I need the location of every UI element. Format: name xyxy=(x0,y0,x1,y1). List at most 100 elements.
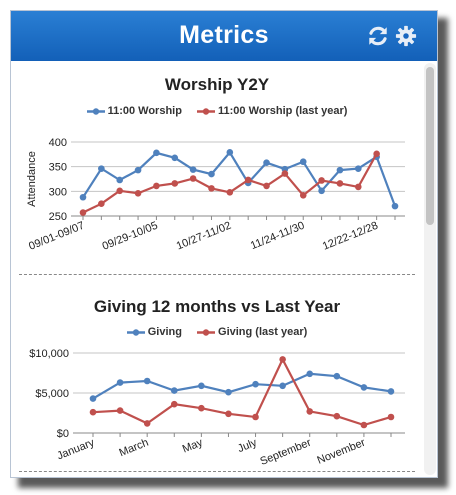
data-point xyxy=(89,395,97,402)
series-line-2 xyxy=(82,153,378,214)
data-point xyxy=(387,413,395,421)
data-point xyxy=(116,407,124,414)
data-point xyxy=(170,387,178,394)
legend-label: Giving (last year) xyxy=(218,326,308,338)
data-point xyxy=(143,377,151,385)
section-divider xyxy=(19,274,415,275)
data-point xyxy=(354,165,362,172)
data-point xyxy=(336,180,344,187)
legend-swatch xyxy=(197,107,216,116)
chart-legend: 11:00 Worship 11:00 Worship (last year) xyxy=(11,105,423,117)
legend-label: 11:00 Worship xyxy=(107,105,182,117)
y-tick-label: 350 xyxy=(49,162,67,174)
metrics-widget: Metrics Worship Y2Y xyxy=(10,10,438,478)
x-tick-label: July xyxy=(236,436,259,455)
data-point xyxy=(225,410,232,418)
vertical-scrollbar[interactable] xyxy=(424,63,436,475)
y-tick-label: 250 xyxy=(49,211,67,223)
data-point xyxy=(225,388,232,396)
x-tick-label: 09/01-09/07 xyxy=(27,220,86,253)
data-point xyxy=(226,149,234,156)
legend-item[interactable]: 11:00 Worship xyxy=(86,105,182,117)
data-point xyxy=(89,408,97,416)
refresh-icon[interactable] xyxy=(367,25,389,47)
x-tick-label: 10/27-11/02 xyxy=(175,220,233,253)
data-point xyxy=(226,189,234,196)
y-tick-label: 300 xyxy=(49,186,67,198)
legend-item[interactable]: 11:00 Worship (last year) xyxy=(197,105,347,117)
data-point xyxy=(198,382,205,390)
data-point xyxy=(360,384,368,391)
data-point xyxy=(333,372,341,380)
x-tick-label: January xyxy=(55,436,96,462)
data-point xyxy=(198,404,205,412)
data-point xyxy=(116,176,124,184)
legend-item[interactable]: Giving xyxy=(126,326,182,338)
data-point xyxy=(299,191,307,199)
x-tick-label: 11/24-11/30 xyxy=(249,220,306,253)
data-point xyxy=(79,209,87,216)
series-line-1 xyxy=(82,150,397,207)
data-point xyxy=(299,158,307,166)
y-tick-label: $5,000 xyxy=(35,388,69,400)
legend-swatch xyxy=(86,107,105,116)
data-point xyxy=(98,200,105,207)
data-point xyxy=(336,166,344,174)
widget-title: Metrics xyxy=(179,21,269,49)
x-tick-label: November xyxy=(315,437,367,467)
series-line-2 xyxy=(92,356,392,427)
giving-chart: Giving 12 months vs Last Year Giving Giv… xyxy=(11,279,423,477)
data-point xyxy=(360,421,368,429)
legend-label: Giving xyxy=(147,326,182,338)
data-point xyxy=(79,193,87,201)
data-point xyxy=(170,400,178,408)
legend-swatch xyxy=(126,328,145,337)
legend-swatch xyxy=(197,328,216,337)
data-point xyxy=(281,170,289,177)
giving-chart-plot: $0 $5,000 $10,000 January March May July Septem… xyxy=(29,348,405,468)
data-point xyxy=(354,183,362,191)
widget-header: Metrics xyxy=(11,11,437,61)
data-point xyxy=(208,170,215,178)
data-point xyxy=(306,408,314,415)
data-point xyxy=(252,380,259,388)
x-tick-label: September xyxy=(258,437,313,468)
data-point xyxy=(279,382,286,390)
x-tick-label: 09/29-10/05 xyxy=(101,220,160,253)
x-tick-label: March xyxy=(117,437,150,460)
gear-icon[interactable] xyxy=(395,25,417,47)
data-point xyxy=(116,187,124,195)
data-point xyxy=(373,150,380,158)
x-tick-label: May xyxy=(181,436,205,455)
data-point xyxy=(189,175,197,182)
data-point xyxy=(171,180,179,187)
legend-item[interactable]: Giving (last year) xyxy=(197,326,307,338)
x-tick-label: 12/22-12/28 xyxy=(321,220,380,253)
y-axis-label: Attendance xyxy=(26,151,38,207)
data-point xyxy=(143,420,151,427)
data-point xyxy=(171,154,179,162)
y-tick-label: $10,000 xyxy=(29,348,69,360)
data-point xyxy=(98,165,105,172)
data-point xyxy=(208,185,215,192)
data-point xyxy=(153,182,160,190)
widget-content: Worship Y2Y 11:00 Worship 11:00 Worship … xyxy=(11,61,423,477)
chart-legend: Giving Giving (last year) xyxy=(11,326,423,338)
scrollbar-thumb[interactable] xyxy=(426,67,434,225)
data-point xyxy=(306,370,314,378)
data-point xyxy=(318,177,325,184)
data-point xyxy=(116,379,124,386)
data-point xyxy=(387,388,395,395)
chart-title: Worship Y2Y xyxy=(164,75,270,94)
data-point xyxy=(263,159,270,167)
data-point xyxy=(134,190,142,197)
data-point xyxy=(333,412,341,420)
data-point xyxy=(189,166,197,173)
worship-chart-plot: 250 300 350 400 Attendance 09/01-09/07 09/29-1… xyxy=(26,137,405,253)
data-point xyxy=(279,356,286,363)
data-point xyxy=(134,166,142,174)
chart-title: Giving 12 months vs Last Year xyxy=(93,297,341,316)
y-tick-label: $0 xyxy=(57,428,69,440)
legend-label: 11:00 Worship (last year) xyxy=(218,105,348,117)
data-point xyxy=(391,202,399,210)
